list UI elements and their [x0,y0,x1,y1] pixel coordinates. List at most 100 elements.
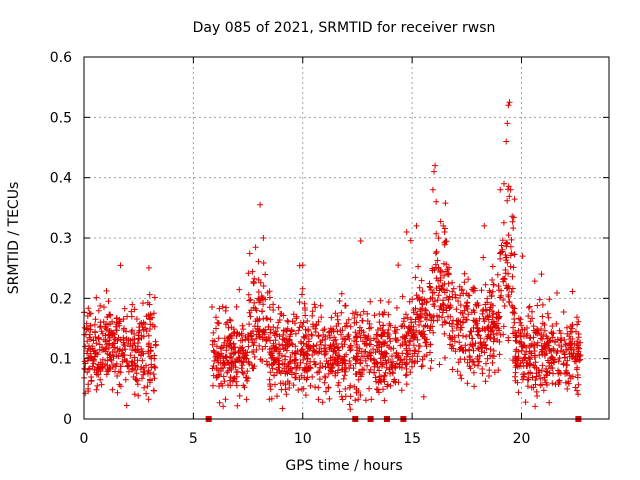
data-point [309,352,316,359]
data-point [342,302,349,309]
data-point [465,276,472,283]
data-point [285,318,292,325]
data-point [415,263,422,270]
data-point [145,370,151,377]
data-point [347,406,354,413]
data-point [232,358,239,365]
data-point [390,345,397,352]
data-point [549,334,556,341]
data-point [328,314,335,321]
data-point [351,315,358,321]
data-point [340,356,347,363]
data-point [238,358,245,365]
data-point [528,350,535,357]
data-point [130,365,136,372]
data-point [257,201,264,208]
data-point [488,328,495,335]
y-axis-ticks: 0 0.1 0.2 0.3 0.4 0.5 0.6 [50,50,609,428]
data-point [477,339,484,346]
data-point [525,313,532,320]
data-point [138,346,145,352]
data-point [145,348,152,355]
data-point [127,343,133,350]
data-point [416,294,423,301]
data-point [97,302,104,309]
data-point [227,374,234,381]
data-point [431,168,437,175]
data-point [410,309,417,316]
data-point [228,354,235,361]
data-point [119,347,126,354]
data-point [147,347,154,354]
data-point [276,341,282,348]
data-point [492,324,499,331]
data-point [403,311,409,318]
data-point [532,359,539,366]
data-point [432,250,439,257]
data-point [442,354,448,361]
data-point [531,344,537,351]
data-point [108,329,115,336]
data-point [546,338,553,345]
data-point [463,290,470,297]
data-point [560,309,567,315]
data-point [233,378,240,385]
data-point [482,378,489,385]
data-point [371,312,378,319]
data-point [445,296,452,303]
data-point [391,376,398,383]
data-point [106,340,113,347]
data-point [439,309,446,316]
data-point [336,298,343,304]
data-point [440,306,447,313]
data-point [139,375,145,382]
data-point [263,315,270,322]
data-point [121,305,128,312]
data-point [104,314,111,320]
data-point [414,353,421,360]
data-point [267,337,274,344]
y-tick-label: 0.2 [50,291,72,307]
data-point [238,345,245,352]
data-point [449,321,456,327]
data-point [446,293,453,300]
data-point [338,393,345,400]
data-point [277,346,284,353]
data-point [116,348,123,354]
data-point [120,316,127,322]
data-point [86,354,93,361]
data-point [210,382,216,389]
data-point [94,382,101,389]
data-point [482,342,489,349]
data-point [485,325,492,332]
plot-frame [83,56,610,420]
data-point [540,387,547,394]
data-point [304,318,311,324]
data-point [530,334,537,341]
data-point [376,389,382,396]
data-point [499,276,506,283]
data-point [234,329,241,336]
data-point [368,396,375,403]
data-point [499,248,506,255]
data-point [302,326,309,333]
data-point [534,393,541,399]
data-point [355,396,362,403]
data-point [564,324,570,331]
data-point [538,271,545,278]
data-point [274,393,280,400]
data-point [245,343,252,350]
data-point [151,387,157,394]
data-point [219,382,226,389]
data-point [494,271,501,278]
data-point [527,318,534,325]
data-point [227,333,234,340]
data-point [552,339,559,346]
data-point [362,357,369,364]
data-point [421,335,428,342]
data-point [352,371,359,378]
data-point [252,244,259,251]
data-point [543,371,550,378]
data-point [255,331,262,338]
data-point [373,386,380,393]
